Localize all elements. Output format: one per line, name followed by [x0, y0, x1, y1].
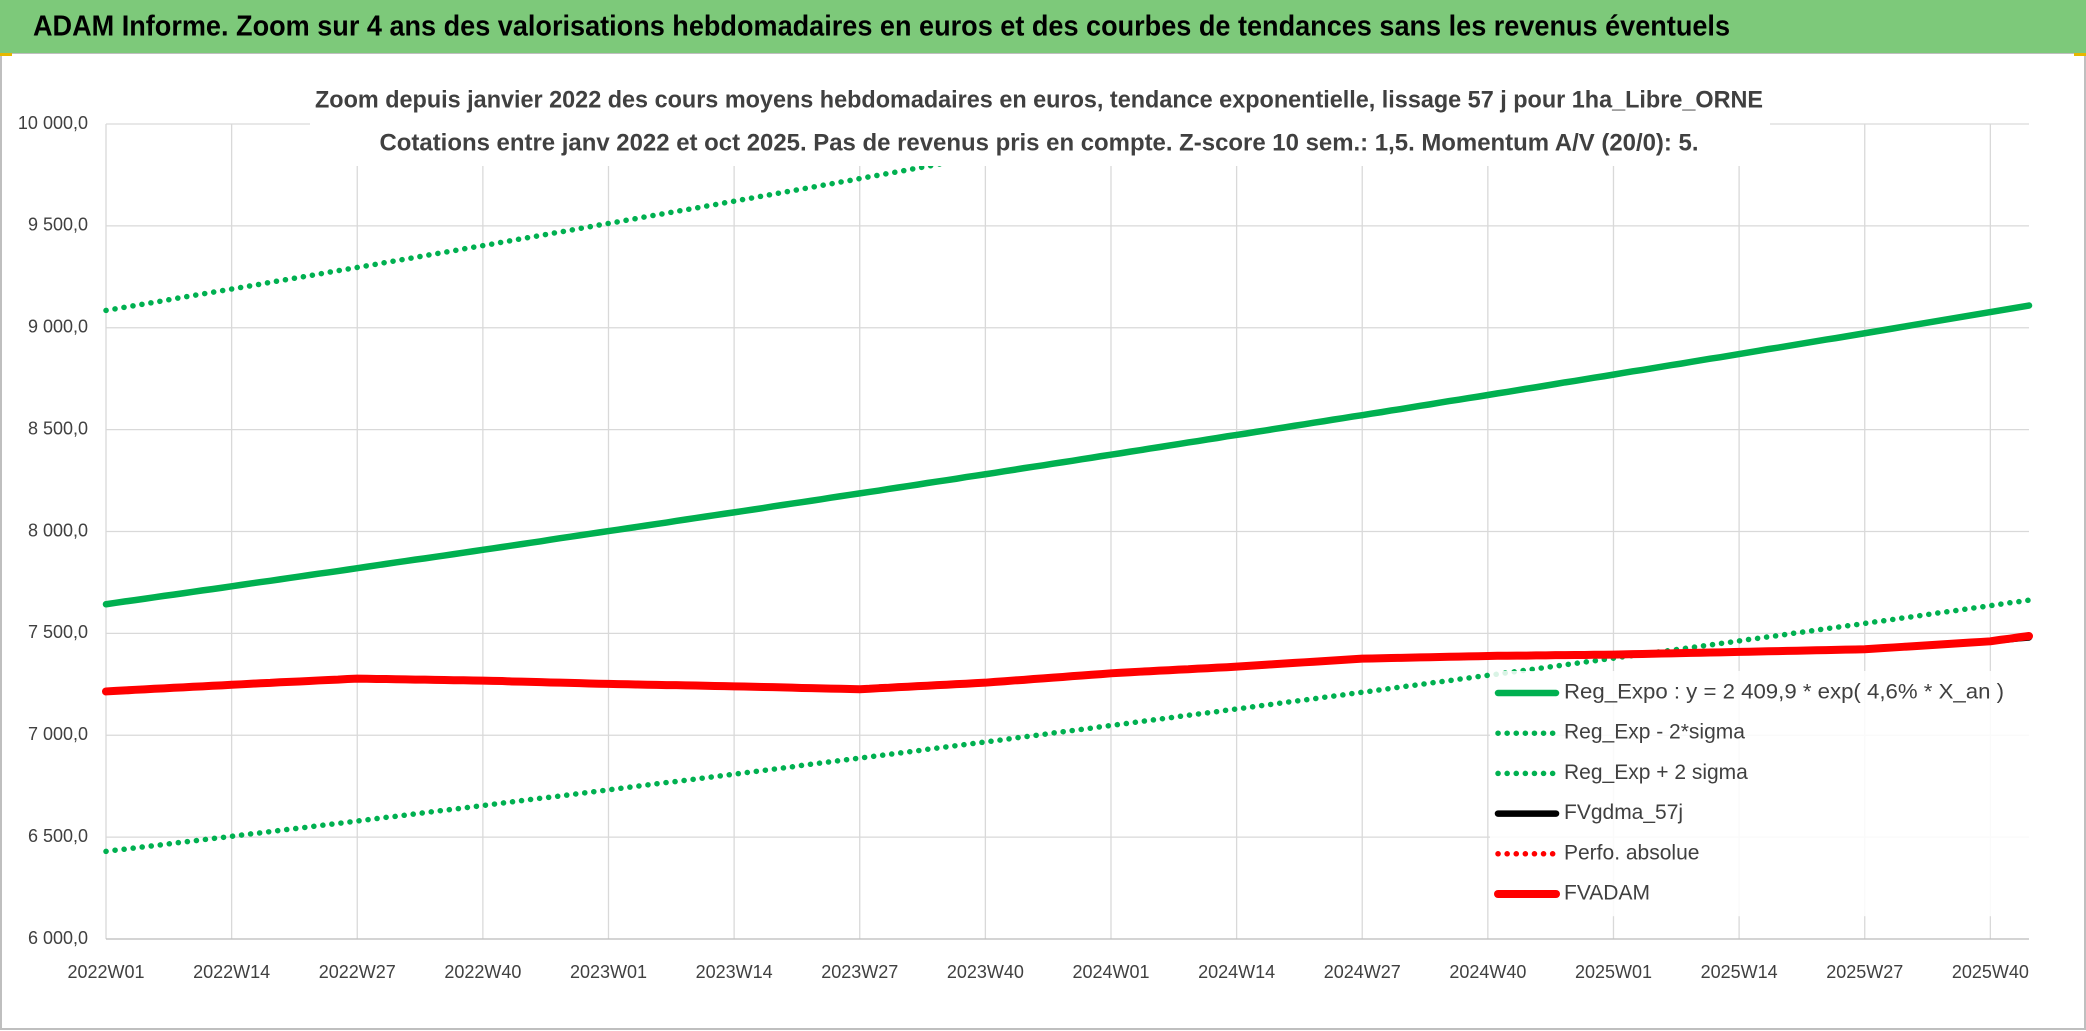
x-tick-label: 2023W01 — [570, 962, 647, 982]
header-title: ADAM Informe. Zoom sur 4 ans des valoris… — [33, 11, 1730, 43]
x-tick-label: 2022W40 — [444, 962, 521, 982]
x-tick-label: 2024W14 — [1198, 962, 1275, 982]
x-tick-label: 2025W40 — [1952, 962, 2029, 982]
legend-label: Reg_Exp - 2*sigma — [1564, 721, 1745, 744]
legend-label: Reg_Expo : y = 2 409,9 * exp( 4,6% * X_a… — [1564, 681, 2004, 704]
x-tick-label: 2025W01 — [1575, 962, 1652, 982]
corner-mark — [2074, 52, 2086, 56]
chart-title: Zoom depuis janvier 2022 des cours moyen… — [315, 86, 1763, 113]
x-tick-label: 2025W27 — [1826, 962, 1903, 982]
header-bar — [0, 0, 2086, 53]
title-background — [310, 80, 1770, 166]
series-line — [102, 302, 2033, 608]
y-tick-label: 6 000,0 — [28, 928, 88, 948]
legend-label: FVgdma_57j — [1564, 801, 1683, 824]
x-tick-label: 2023W27 — [821, 962, 898, 982]
grid — [105, 123, 2029, 940]
x-tick-label: 2023W40 — [947, 962, 1024, 982]
x-tick-label: 2022W27 — [319, 962, 396, 982]
legend-background — [1490, 671, 2030, 917]
y-tick-label: 9 000,0 — [28, 317, 88, 337]
axes: 6 000,0 6 500,0 7 000,0 7 500,0 8 000,0 8 500… — [18, 113, 2029, 982]
y-tick-label: 10 000,0 — [18, 113, 88, 133]
legend-label: Reg_Exp + 2 sigma — [1564, 761, 1748, 784]
x-tick-label: 2022W01 — [67, 962, 144, 982]
corner-mark — [0, 52, 12, 56]
x-tick-label: 2024W01 — [1072, 962, 1149, 982]
x-tick-label: 2023W14 — [696, 962, 773, 982]
chart-subtitle: Cotations entre janv 2022 et oct 2025. P… — [380, 129, 1699, 156]
legend-label: FVADAM — [1564, 882, 1650, 905]
y-tick-label: 7 500,0 — [28, 622, 88, 642]
x-tick-label: 2022W14 — [193, 962, 270, 982]
x-tick-label: 2024W40 — [1449, 962, 1526, 982]
legend-label: Perfo. absolue — [1564, 841, 1699, 864]
x-tick-label: 2024W27 — [1324, 962, 1401, 982]
y-tick-label: 9 500,0 — [28, 215, 88, 235]
y-tick-label: 8 000,0 — [28, 520, 88, 540]
x-tick-label: 2025W14 — [1701, 962, 1778, 982]
series-line — [102, 632, 2033, 696]
y-tick-label: 6 500,0 — [28, 826, 88, 846]
legend: Reg_Expo : y = 2 409,9 * exp( 4,6% * X_a… — [1490, 671, 2030, 917]
y-tick-label: 8 500,0 — [28, 418, 88, 438]
y-tick-label: 7 000,0 — [28, 724, 88, 744]
